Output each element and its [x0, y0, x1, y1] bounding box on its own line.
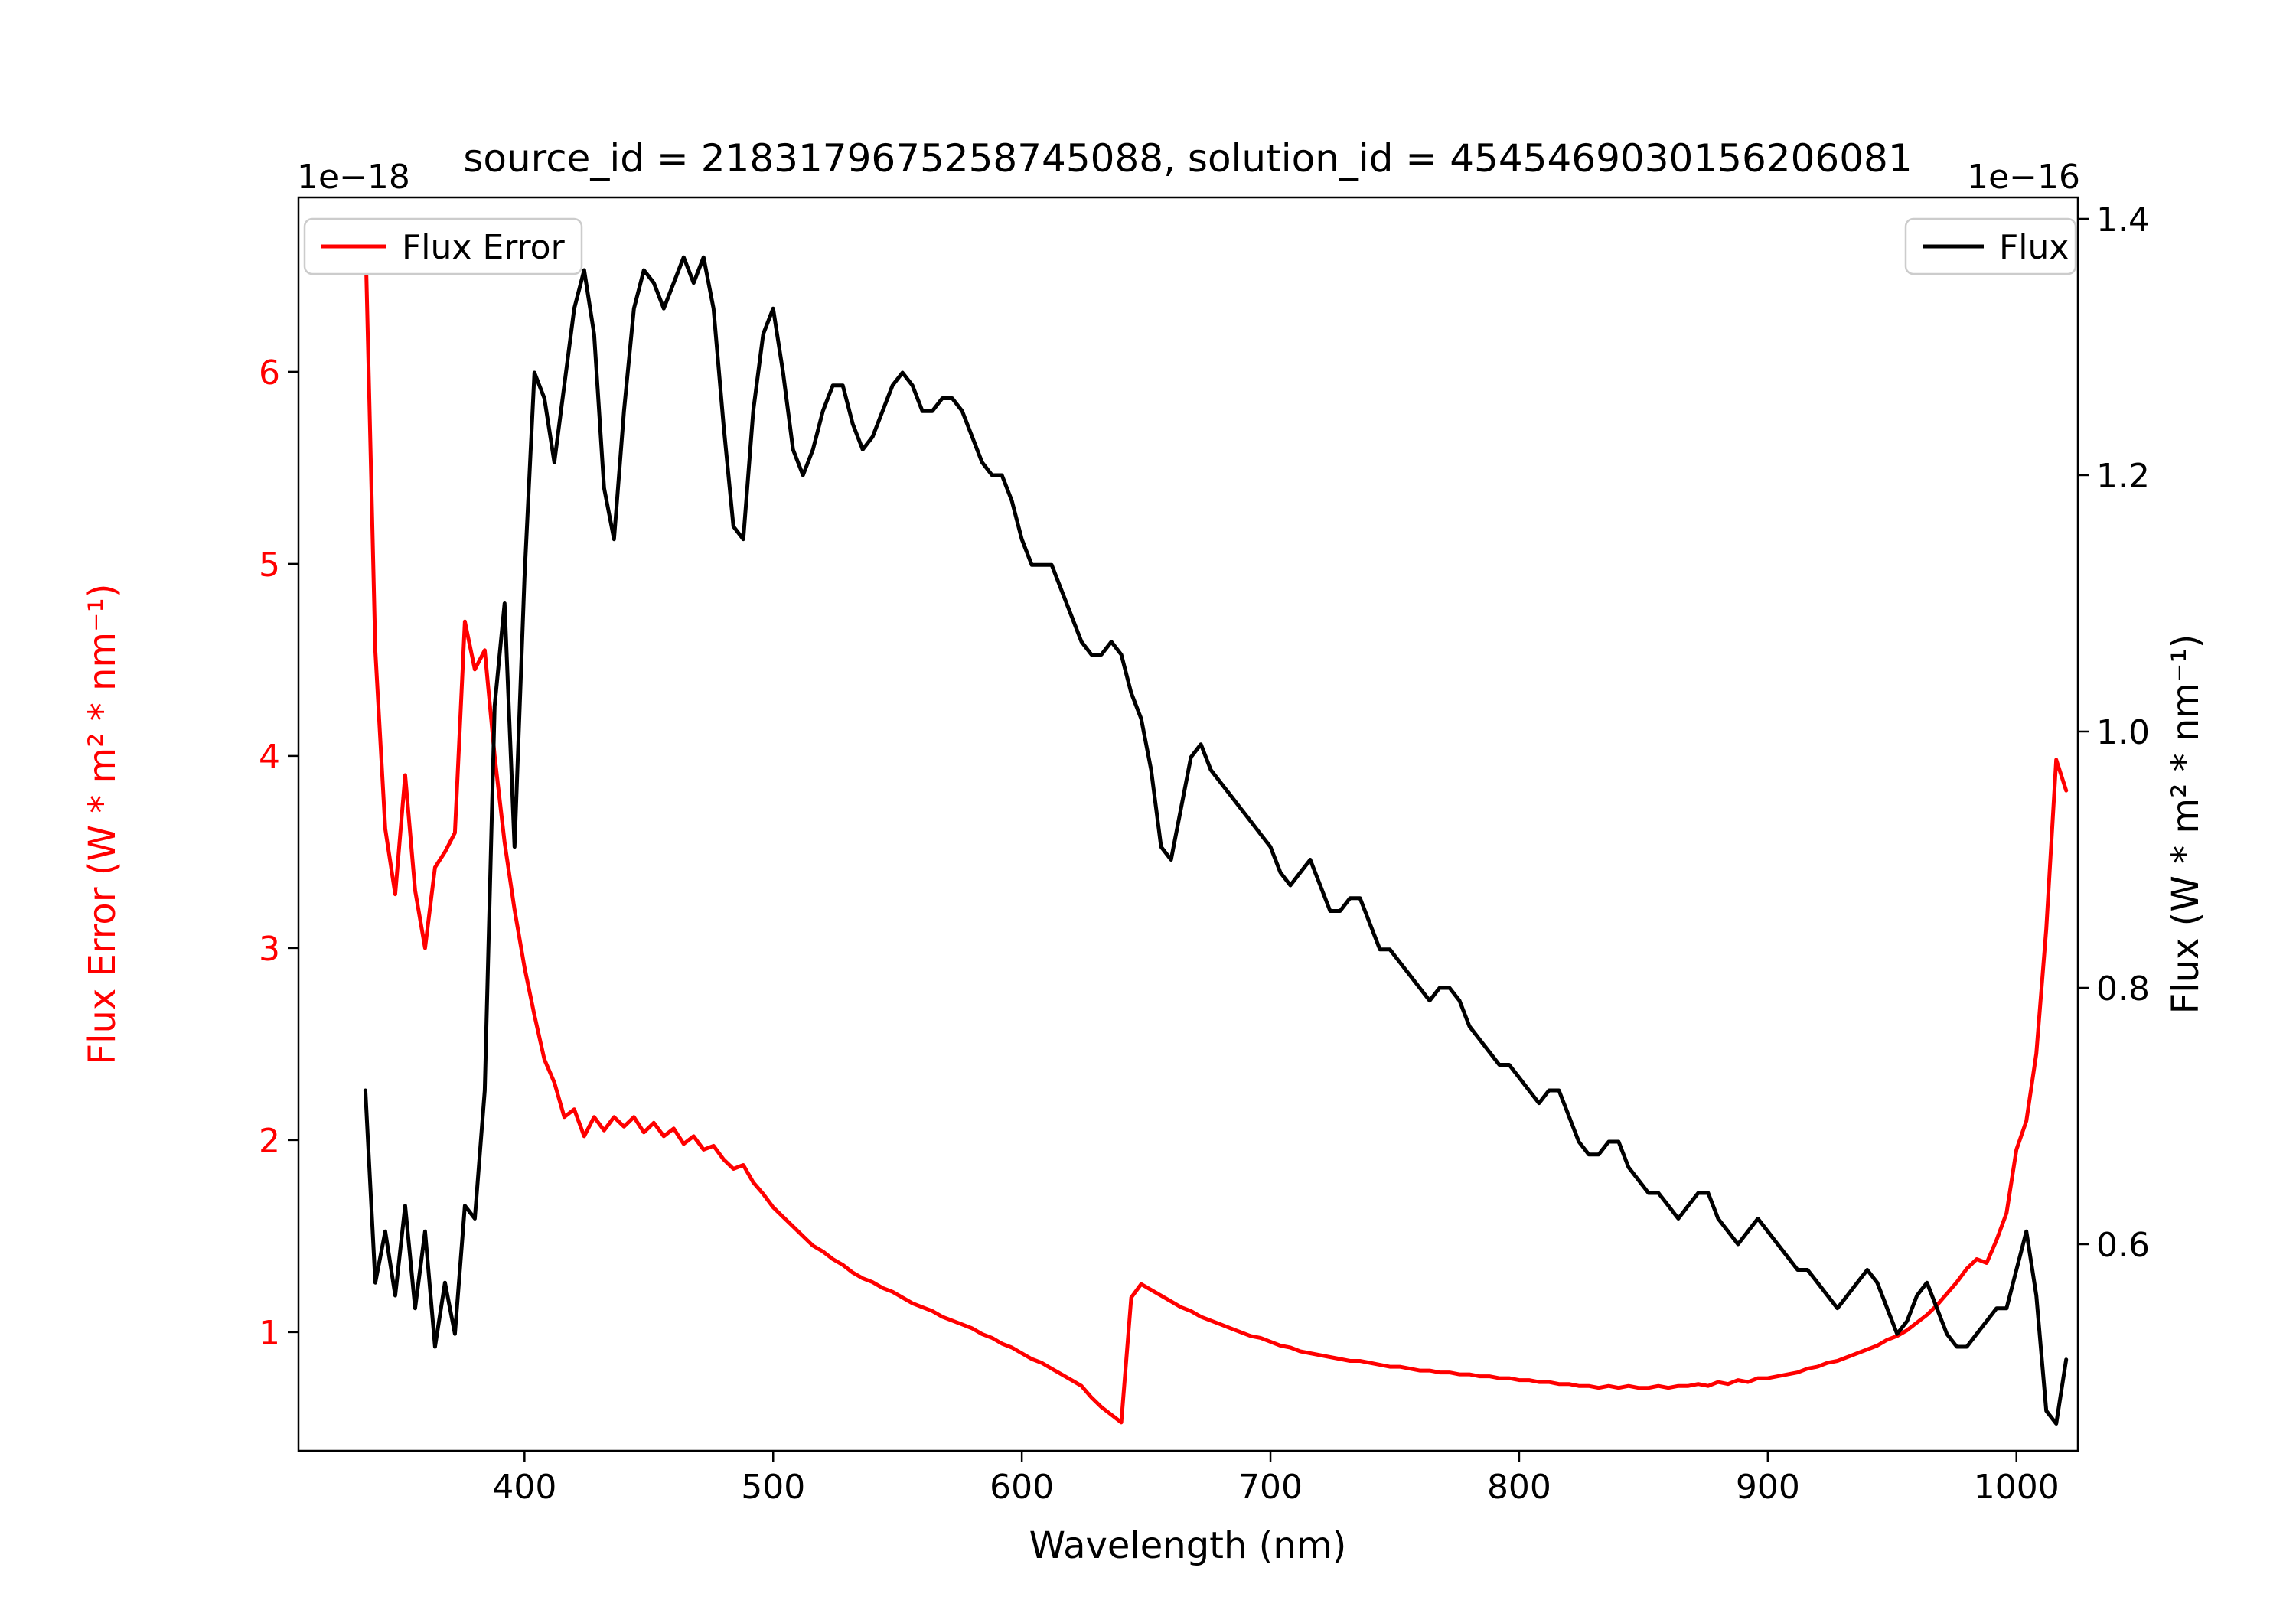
right-y-tick-label: 0.6 — [2096, 1226, 2150, 1265]
legend-flux-error: Flux Error — [303, 217, 583, 275]
legend-box — [303, 217, 583, 275]
x-axis-label: Wavelength (nm) — [1029, 1524, 1347, 1567]
left-y-tick-label: 6 — [259, 354, 280, 393]
right-y-axis-label: Flux (W * m² * nm⁻¹) — [2164, 634, 2207, 1015]
left-y-tick-label: 1 — [259, 1314, 280, 1353]
right-axis-scale-offset: 1e−16 — [1967, 158, 2080, 197]
legend-label-flux: Flux — [1999, 228, 2069, 267]
left-y-tick-label: 5 — [259, 546, 280, 585]
right-y-tick-label: 0.8 — [2096, 970, 2150, 1009]
right-y-tick-label: 1.4 — [2096, 200, 2150, 240]
x-tick-label: 700 — [1238, 1468, 1303, 1507]
x-tick-label: 400 — [492, 1468, 556, 1507]
plot-area — [297, 196, 2079, 1452]
left-axis-scale-offset: 1e−18 — [297, 158, 410, 197]
right-y-tick-label: 1.2 — [2096, 457, 2150, 496]
x-tick-label: 500 — [741, 1468, 805, 1507]
legend-label-flux-error: Flux Error — [402, 228, 566, 267]
chart-title: source_id = 2183179675258745088, solutio… — [463, 136, 1912, 181]
series-line-flux-error — [363, 231, 2069, 1425]
x-tick-label: 800 — [1487, 1468, 1551, 1507]
x-tick-label: 1000 — [1974, 1468, 2060, 1507]
series-layer — [363, 231, 2069, 1426]
legend-box — [1904, 217, 2077, 275]
left-y-axis-label: Flux Error (W * m² * nm⁻¹) — [81, 584, 124, 1065]
series-line-flux — [363, 255, 2069, 1426]
x-tick-label: 600 — [990, 1468, 1054, 1507]
ticks-layer: 400 500 600 700 800 900 1000 1 2 3 4 5 6 0.6 0.8 1.0 1.2… — [259, 200, 2150, 1507]
left-y-tick-label: 2 — [259, 1122, 280, 1161]
x-tick-label: 900 — [1736, 1468, 1800, 1507]
left-y-tick-label: 3 — [259, 930, 280, 969]
legend-flux: Flux — [1904, 217, 2077, 275]
left-y-tick-label: 4 — [259, 738, 280, 777]
right-y-tick-label: 1.0 — [2096, 713, 2150, 752]
